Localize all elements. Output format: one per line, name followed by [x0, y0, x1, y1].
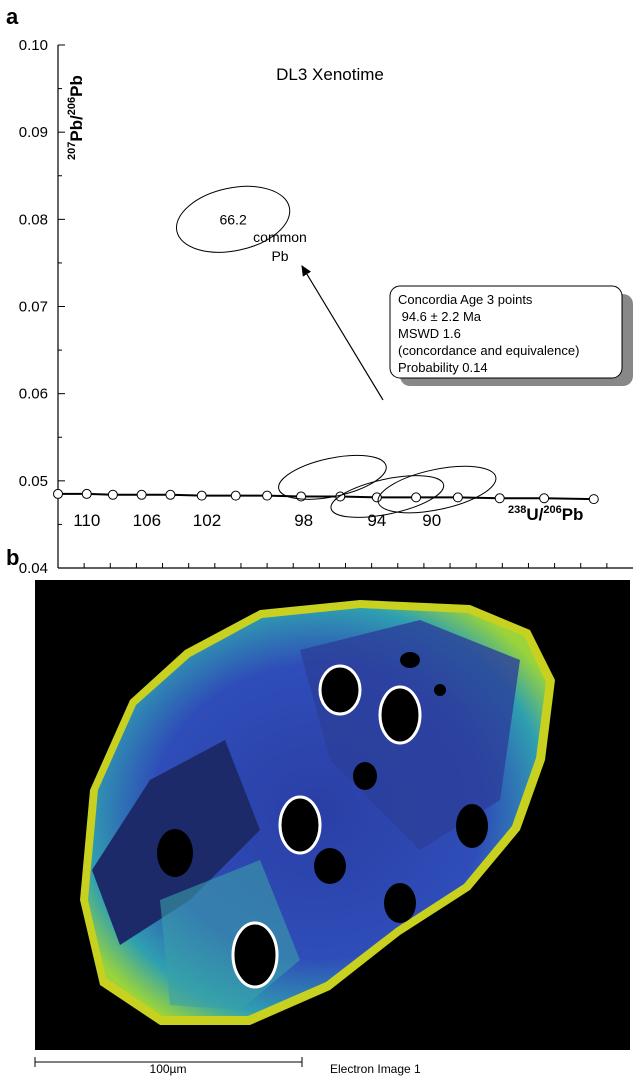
y-axis-label-part: 207 [66, 142, 78, 160]
scale-label: 100µm [150, 1062, 187, 1076]
panel-label: a [6, 4, 19, 29]
x-axis-label: 238U/206Pb [508, 504, 583, 524]
age-label: 102 [193, 511, 221, 530]
y-tick-label: 0.04 [19, 560, 48, 577]
x-axis-label-part: U/ [526, 505, 543, 524]
concordia-point [494, 493, 505, 504]
concordia-point [165, 489, 176, 500]
x-axis-label-part: Pb [562, 505, 584, 524]
concordia-point [230, 490, 241, 501]
y-tick-label: 0.09 [19, 124, 48, 141]
y-axis-label: 207Pb/206Pb [66, 75, 86, 160]
y-axis-label-part: Pb/ [67, 115, 86, 142]
concordia-chart: 0.04 0.05 0.06 0.07 0.08 0.09 0.10 DL3 Xenotime… [19, 37, 633, 577]
chart-title: DL3 Xenotime [276, 65, 384, 84]
x-axis-label-part: 206 [543, 504, 561, 516]
concordia-point [136, 489, 147, 500]
age-label: 110 [73, 511, 100, 530]
age-label: 106 [133, 511, 161, 530]
y-tick-label: 0.08 [19, 211, 48, 228]
y-axis-label-part: 206 [66, 97, 78, 115]
annotation-line: Concordia Age 3 points [398, 292, 533, 307]
age-label: 90 [422, 511, 441, 530]
age-label: 98 [294, 511, 313, 530]
concordia-point [262, 490, 273, 501]
error-ellipse [377, 465, 497, 514]
concordia-point [196, 490, 207, 501]
annotation-line: 94.6 ± 2.2 Ma [398, 309, 482, 324]
concordia-point [107, 489, 118, 500]
y-tick-label: 0.10 [19, 37, 48, 54]
arrow-label: Pb [271, 248, 288, 264]
y-tick-label: 0.05 [19, 473, 48, 490]
concordia-point [81, 488, 92, 499]
concordia-point [588, 494, 599, 505]
concordia-point [53, 488, 63, 499]
y-tick-label: 0.06 [19, 386, 48, 403]
error-ellipse [278, 454, 387, 500]
annotation-line: Probability 0.14 [398, 360, 488, 375]
error-ellipse [175, 185, 291, 253]
annotation-line: MSWD 1.6 [398, 326, 461, 341]
ellipse-label: 66.2 [219, 211, 246, 227]
y-tick-label: 0.07 [19, 299, 48, 316]
concordia-point [539, 493, 550, 504]
grain-image [80, 600, 555, 1025]
error-ellipse [330, 475, 445, 518]
annotation-line: (concordance and equivalence) [398, 343, 579, 358]
arrow [301, 264, 384, 401]
concordia-point [371, 492, 382, 503]
concordia-curve [58, 492, 594, 501]
panel-label: b [6, 545, 19, 570]
age-label: 94 [367, 511, 386, 530]
x-axis-label-part: 238 [508, 504, 526, 516]
y-axis-label-part: Pb [67, 75, 86, 97]
concordia-point [452, 492, 463, 503]
image-caption: Electron Image 1 [330, 1062, 421, 1076]
annotation-box [389, 285, 623, 379]
concordia-point [411, 492, 422, 503]
arrow-label: common [253, 229, 307, 245]
